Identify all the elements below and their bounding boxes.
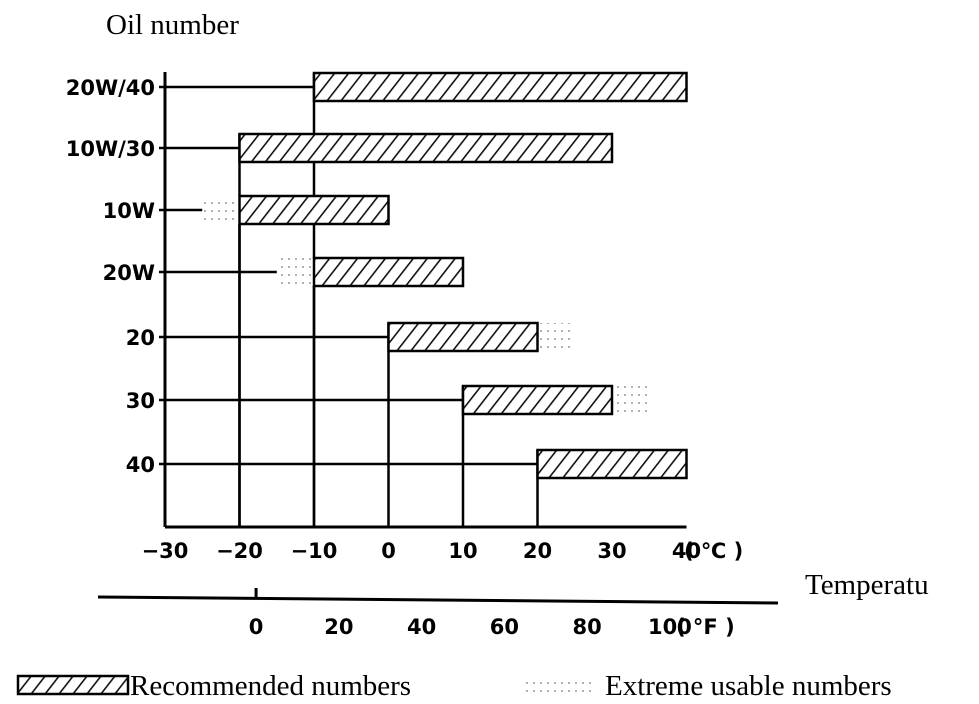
- celsius-tick-label: −10: [291, 539, 338, 563]
- recommended-bar: [387, 321, 539, 353]
- y-tick-label: 30: [126, 389, 155, 413]
- x-axis-title: Temperatu: [805, 569, 929, 601]
- recommended-bar: [536, 448, 688, 480]
- celsius-tick-label: −20: [216, 539, 263, 563]
- y-tick-label: 10W: [103, 199, 155, 223]
- fahrenheit-tick-labels: 0 20 40 60 80 100: [249, 588, 692, 639]
- legend-recommended-swatch: [16, 674, 130, 696]
- y-tick-labels: 20W/40 10W/30 10W 20W 20 30 40: [66, 76, 155, 477]
- celsius-tick-label: 0: [381, 539, 396, 563]
- fahrenheit-unit-label: ( °F ): [676, 615, 735, 639]
- recommended-bar: [312, 256, 465, 288]
- y-tick-label: 10W/30: [66, 137, 155, 161]
- celsius-tick-label: 40: [672, 539, 701, 563]
- celsius-tick-label: 30: [597, 539, 626, 563]
- y-tick-label: 20: [126, 326, 155, 350]
- fahrenheit-tick-label: 20: [324, 615, 353, 639]
- extreme-bar: [202, 196, 240, 224]
- celsius-tick-label: 20: [523, 539, 552, 563]
- celsius-unit-label: ( ℃ ): [684, 539, 743, 563]
- fahrenheit-tick-label: 40: [407, 615, 436, 639]
- legend: Recommended numbers Extreme usable numbe…: [16, 670, 892, 702]
- y-tick-label: 40: [126, 453, 155, 477]
- fahrenheit-tick-label: 0: [249, 615, 264, 639]
- recommended-bar: [461, 384, 614, 416]
- y-tick-label: 20W/40: [66, 76, 155, 100]
- y-axis-title: Oil number: [106, 9, 239, 41]
- y-tick-label: 20W: [103, 261, 155, 285]
- extreme-bar: [537, 323, 575, 351]
- legend-extreme-label: Extreme usable numbers: [605, 670, 892, 702]
- fahrenheit-axis-line: [97, 595, 779, 605]
- recommended-bar: [238, 132, 614, 164]
- extreme-bar: [612, 386, 650, 414]
- celsius-tick-label: 10: [448, 539, 477, 563]
- extreme-bar: [276, 258, 314, 286]
- celsius-tick-label: −30: [142, 539, 189, 563]
- fahrenheit-tick-label: 100: [648, 615, 692, 639]
- legend-recommended-label: Recommended numbers: [130, 670, 411, 702]
- fahrenheit-tick-label: 80: [573, 615, 602, 639]
- legend-extreme-swatch: [522, 676, 594, 694]
- recommended-bar: [312, 71, 688, 103]
- fahrenheit-tick-label: 60: [490, 615, 519, 639]
- celsius-tick-labels: −30 −20 −10 0 10 20 30 40: [142, 539, 702, 563]
- bars-layer: [202, 71, 688, 480]
- recommended-bar: [238, 194, 390, 226]
